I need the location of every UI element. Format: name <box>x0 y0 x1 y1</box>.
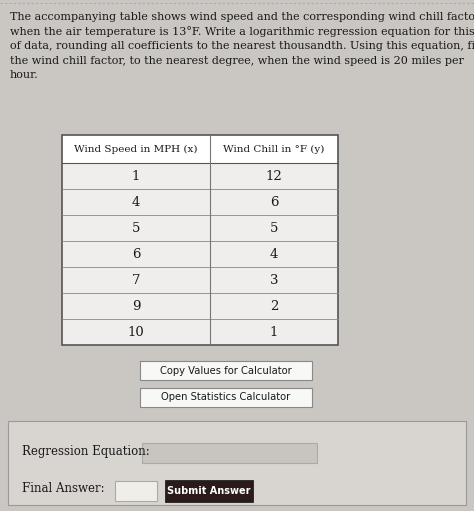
Text: 1: 1 <box>270 326 278 338</box>
Text: 2: 2 <box>270 299 278 313</box>
Bar <box>62 189 338 215</box>
Bar <box>165 480 253 502</box>
Text: 6: 6 <box>132 247 140 261</box>
Text: 5: 5 <box>132 221 140 235</box>
Text: 7: 7 <box>132 273 140 287</box>
Text: 5: 5 <box>270 221 278 235</box>
Bar <box>140 388 312 407</box>
Text: Wind Speed in MPH (x): Wind Speed in MPH (x) <box>74 145 198 154</box>
Bar <box>8 421 466 505</box>
Text: 4: 4 <box>270 247 278 261</box>
Bar <box>62 163 338 189</box>
Bar <box>62 215 338 241</box>
Text: 3: 3 <box>270 273 278 287</box>
Text: of data, rounding all coefficients to the nearest thousandth. Using this equatio: of data, rounding all coefficients to th… <box>10 41 474 51</box>
Bar <box>62 241 338 267</box>
Text: 1: 1 <box>132 170 140 182</box>
Text: 10: 10 <box>128 326 145 338</box>
Text: Wind Chill in °F (y): Wind Chill in °F (y) <box>223 145 325 154</box>
Bar <box>142 443 317 463</box>
Bar <box>115 481 157 501</box>
Text: The accompanying table shows wind speed and the corresponding wind chill factor: The accompanying table shows wind speed … <box>10 12 474 22</box>
Text: hour.: hour. <box>10 70 39 80</box>
Bar <box>62 319 338 345</box>
Text: Submit Answer: Submit Answer <box>167 486 251 496</box>
Text: Open Statistics Calculator: Open Statistics Calculator <box>161 392 291 403</box>
Bar <box>62 135 338 345</box>
Bar <box>62 135 338 345</box>
Bar <box>62 135 338 163</box>
Text: 6: 6 <box>270 196 278 208</box>
Text: when the air temperature is 13°F. Write a logarithmic regression equation for th: when the air temperature is 13°F. Write … <box>10 27 474 37</box>
Text: the wind chill factor, to the nearest degree, when the wind speed is 20 miles pe: the wind chill factor, to the nearest de… <box>10 56 464 65</box>
Text: 12: 12 <box>265 170 283 182</box>
Text: 9: 9 <box>132 299 140 313</box>
Bar <box>140 361 312 380</box>
Text: Regression Equation:: Regression Equation: <box>22 445 150 457</box>
Text: Final Answer:: Final Answer: <box>22 482 105 496</box>
Text: Copy Values for Calculator: Copy Values for Calculator <box>160 365 292 376</box>
Text: 4: 4 <box>132 196 140 208</box>
Bar <box>62 293 338 319</box>
Bar <box>62 267 338 293</box>
